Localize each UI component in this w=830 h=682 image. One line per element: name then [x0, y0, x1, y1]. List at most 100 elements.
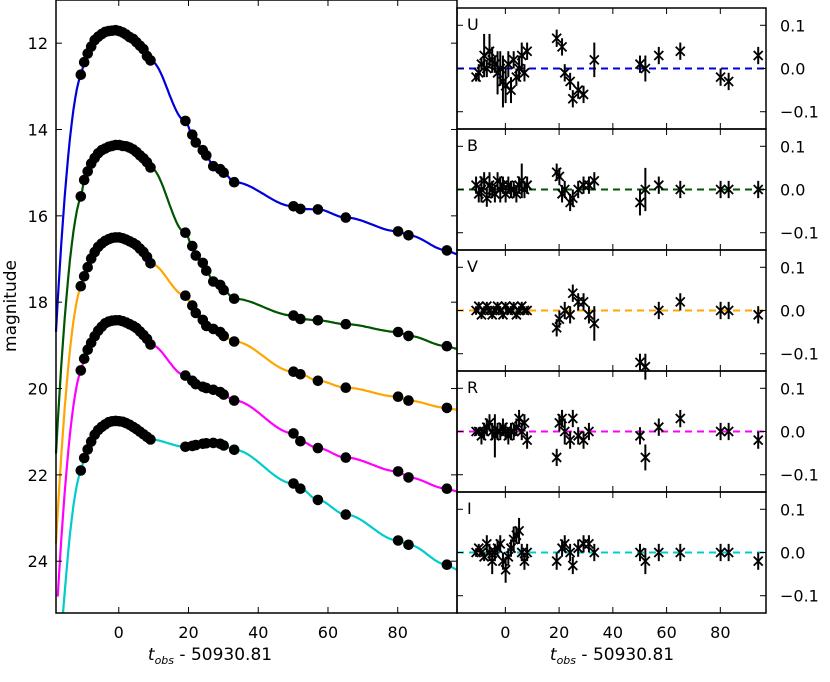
data-point-I [295, 483, 306, 495]
data-point-B [78, 174, 90, 186]
residual-marker [508, 54, 519, 65]
data-point-R [75, 365, 87, 376]
data-point-U [145, 55, 156, 66]
data-point-R [392, 466, 404, 477]
residual-panel-V: V 0.1 0.0 −0.1 [456, 249, 819, 380]
residual-marker [634, 547, 646, 558]
data-point-V [190, 307, 202, 319]
data-point-U [75, 69, 87, 80]
residual-marker [495, 538, 506, 549]
data-point-I [392, 535, 404, 546]
residual-marker [559, 426, 570, 437]
residual-marker [551, 556, 562, 567]
residual-panels: U 0.1 0.0 −0.1 B 0.1 0.0 −0.1 V 0.1 0.0 −0.1 R 0.1 0.0… [456, 7, 819, 667]
y-tick-label: 0.0 [780, 60, 805, 79]
x-label-subscript: obs [155, 654, 175, 667]
residual-marker [653, 422, 664, 433]
residual-marker [513, 525, 525, 537]
data-point-V [441, 402, 453, 414]
residual-marker [521, 180, 533, 191]
y-tick-label: 18 [28, 293, 48, 312]
x-axis-label-left: tobs - 50930.81 [148, 645, 272, 667]
y-tick-label: 14 [28, 121, 48, 140]
residual-marker [753, 556, 764, 567]
y-axis-label: magnitude [1, 260, 21, 352]
lightcurve-frame [55, 0, 458, 614]
data-point-U [403, 230, 414, 241]
data-point-B [180, 227, 191, 238]
residual-marker [567, 93, 578, 104]
data-point-I [228, 444, 240, 456]
residual-marker [578, 435, 589, 446]
residual-marker [640, 452, 651, 463]
data-point-R [340, 452, 352, 463]
residual-marker [583, 309, 595, 320]
residual-marker [567, 288, 578, 299]
residual-marker [519, 67, 530, 78]
data-point-R [312, 442, 324, 454]
residual-marker [519, 417, 530, 428]
residual-marker [675, 413, 686, 424]
residual-marker [564, 76, 576, 87]
residual-marker [521, 547, 533, 558]
residual-marker [589, 175, 600, 186]
y-tick-label: 0.1 [780, 137, 805, 156]
x-axis-label-right: tobs - 50930.81 [550, 645, 674, 667]
residual-marker [723, 305, 734, 316]
band-label: R [467, 378, 478, 397]
residual-marker [653, 547, 664, 558]
residual-marker [567, 193, 578, 204]
residual-marker [640, 361, 651, 372]
data-point-R [288, 428, 299, 439]
residual-marker [640, 63, 651, 74]
data-point-U [180, 115, 191, 127]
residual-panel-R: R 0.1 0.0 −0.1 [456, 370, 819, 493]
data-point-B [312, 315, 324, 326]
data-point-B [75, 191, 87, 202]
data-point-R [228, 395, 240, 406]
data-point-R [403, 472, 414, 483]
lightcurve-panel: 0 20 40 60 80 12 14 16 18 20 22 24 magnitude tobs -… [1, 0, 458, 667]
data-point-I [218, 440, 229, 451]
residual-marker [559, 67, 570, 78]
data-point-B [295, 313, 306, 325]
residual-panel-I: I 0.1 0.0 −0.1 [456, 491, 819, 614]
residual-marker [564, 547, 576, 558]
y-tick-label: 16 [28, 207, 48, 226]
residual-marker [521, 46, 533, 57]
data-point-V [295, 369, 306, 380]
data-point-V [340, 382, 352, 394]
residual-marker [715, 72, 726, 83]
residual-marker [567, 560, 578, 571]
data-point-U [441, 245, 453, 256]
y-tick-label: 0.1 [780, 500, 805, 519]
y-tick-label: 0.0 [780, 181, 805, 200]
data-point-R [441, 483, 453, 495]
x-label-offset: - 50930.81 [174, 645, 272, 665]
residual-marker [578, 89, 589, 100]
data-point-R [78, 353, 90, 365]
data-point-B [392, 326, 404, 338]
y-tick-label: 20 [28, 380, 48, 399]
residual-panel-U: U 0.1 0.0 −0.1 [456, 7, 819, 130]
data-point-U [312, 204, 324, 215]
model-curve-V [54, 236, 458, 544]
data-point-U [392, 226, 404, 237]
residual-marker [589, 318, 600, 329]
residual-marker [753, 435, 764, 446]
y-tick-label: −0.1 [780, 466, 819, 485]
data-point-I [312, 494, 324, 506]
x-tick-label: 40 [248, 623, 268, 642]
residual-marker [723, 426, 734, 437]
data-point-B [201, 265, 212, 277]
y-tick-label: 0.1 [780, 258, 805, 277]
band-label: U [467, 15, 479, 34]
residual-marker [653, 180, 664, 191]
residual-marker [554, 314, 565, 325]
band-label: V [467, 257, 478, 276]
data-point-V [82, 261, 93, 273]
data-point-U [340, 212, 352, 223]
y-tick-label: 12 [28, 34, 48, 53]
residual-marker [715, 426, 726, 437]
residual-marker [551, 33, 562, 44]
